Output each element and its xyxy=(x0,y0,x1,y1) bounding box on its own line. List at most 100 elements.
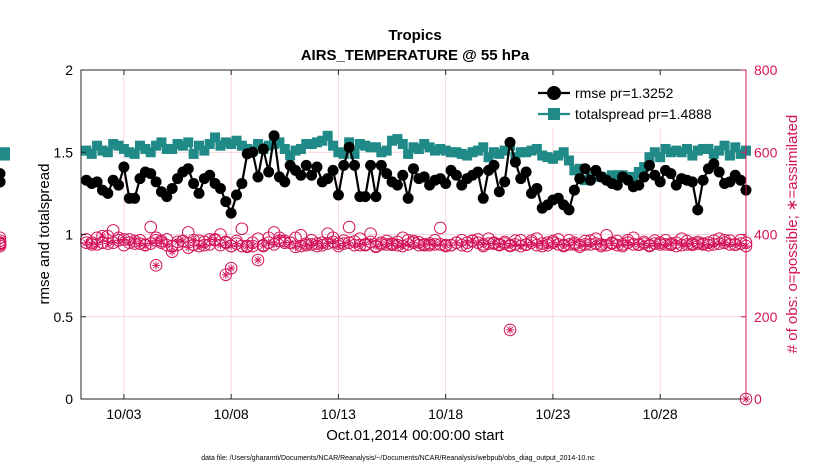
totalspread-point xyxy=(499,145,510,156)
totalspread-point xyxy=(682,143,693,154)
totalspread-point xyxy=(698,143,709,154)
rmse-point xyxy=(418,171,430,183)
rmse-point xyxy=(188,178,200,190)
totalspread-point xyxy=(660,143,671,154)
legend-marker xyxy=(548,108,560,120)
totalspread-point xyxy=(456,148,467,159)
rmse-point xyxy=(584,174,596,186)
y-tick-label-left: 0.5 xyxy=(54,309,74,325)
rmse-point xyxy=(295,169,307,181)
totalspread-point xyxy=(724,150,735,161)
totalspread-point xyxy=(639,162,650,173)
y-tick-label-left: 0 xyxy=(65,391,73,407)
totalspread-point xyxy=(0,148,10,159)
totalspread-point xyxy=(419,139,430,150)
totalspread-point xyxy=(671,145,682,156)
totalspread-point xyxy=(360,140,371,151)
y-tick-label-right: 200 xyxy=(754,309,778,325)
totalspread-point xyxy=(665,147,676,158)
totalspread-point xyxy=(370,142,381,153)
totalspread-series xyxy=(0,130,751,186)
totalspread-point xyxy=(285,150,296,161)
totalspread-point xyxy=(440,145,451,156)
rmse-point xyxy=(263,166,275,178)
totalspread-point xyxy=(151,140,162,151)
totalspread-point xyxy=(167,143,178,154)
rmse-point xyxy=(252,171,264,183)
rmse-point xyxy=(311,161,323,173)
totalspread-point xyxy=(483,152,494,163)
legend-item-totalspread: totalspread pr=1.4888 xyxy=(538,106,712,122)
y-tick-label-left: 1.5 xyxy=(54,144,74,160)
rmse-point xyxy=(370,191,382,203)
totalspread-point xyxy=(735,148,746,159)
totalspread-point xyxy=(446,147,457,158)
legend-label: totalspread pr=1.4888 xyxy=(575,106,712,122)
rmse-point xyxy=(735,174,747,186)
rmse-point xyxy=(686,176,698,188)
rmse-point xyxy=(574,173,586,185)
obs-assimilated-point xyxy=(246,239,259,253)
totalspread-point xyxy=(542,152,553,163)
rmse-point xyxy=(509,156,521,168)
totalspread-point xyxy=(338,148,349,159)
totalspread-point xyxy=(687,150,698,161)
rmse-point xyxy=(257,143,269,155)
totalspread-point xyxy=(140,143,151,154)
rmse-point xyxy=(204,169,216,181)
totalspread-point xyxy=(118,143,129,154)
totalspread-point xyxy=(547,153,558,164)
obs-extra-point xyxy=(503,323,517,337)
x-tick-label: 10/28 xyxy=(643,406,678,422)
rmse-point xyxy=(338,159,350,171)
x-axis-label: Oct.01,2014 00:00:00 start xyxy=(326,427,504,444)
totalspread-point xyxy=(252,139,263,150)
totalspread-point xyxy=(226,139,237,150)
totalspread-point xyxy=(478,142,489,153)
rmse-point xyxy=(654,176,666,188)
rmse-point xyxy=(225,207,237,219)
obs-assimilated-point xyxy=(165,245,179,259)
totalspread-point xyxy=(424,142,435,153)
totalspread-point xyxy=(199,145,210,156)
rmse-point xyxy=(236,178,248,190)
rmse-point xyxy=(708,158,720,170)
totalspread-point xyxy=(81,145,92,156)
legend-marker xyxy=(547,86,561,100)
totalspread-point xyxy=(231,135,242,146)
totalspread-point xyxy=(714,145,725,156)
rmse-point xyxy=(633,179,645,191)
totalspread-point xyxy=(633,166,644,177)
obs-extra-point xyxy=(149,259,163,272)
totalspread-point xyxy=(124,147,135,158)
totalspread-point xyxy=(413,143,424,154)
rmse-point xyxy=(493,186,505,198)
totalspread-point xyxy=(553,150,564,161)
rmse-point xyxy=(161,191,173,203)
totalspread-point xyxy=(451,147,462,158)
rmse-point xyxy=(166,182,178,194)
rmse-point xyxy=(665,168,677,180)
axis-ticks: 10/03 10/08 10/13 10/18 10/23 10/2800.511.520… xyxy=(54,62,778,422)
y-axis-label-right: # of obs: o=possible; ∗=assimilated xyxy=(784,115,801,354)
totalspread-point xyxy=(435,143,446,154)
totalspread-point xyxy=(188,148,199,159)
rmse-point xyxy=(322,173,334,185)
chart-subtitle: AIRS_TEMPERATURE @ 55 hPa xyxy=(301,47,530,64)
rmse-point xyxy=(220,196,232,208)
rmse-point xyxy=(579,163,591,175)
obs-possible-point xyxy=(0,231,7,245)
legend-label: rmse pr=1.3252 xyxy=(575,85,674,101)
totalspread-point xyxy=(537,150,548,161)
totalspread-point xyxy=(129,148,140,159)
rmse-point xyxy=(611,179,623,191)
legend: rmse pr=1.3252 totalspread pr=1.4888 xyxy=(528,76,740,128)
rmse-point xyxy=(343,141,355,153)
totalspread-point xyxy=(215,140,226,151)
totalspread-point xyxy=(172,139,183,150)
rmse-point xyxy=(113,179,125,191)
obs-assimilated-point xyxy=(0,237,7,250)
totalspread-point xyxy=(381,145,392,156)
totalspread-point xyxy=(108,139,119,150)
